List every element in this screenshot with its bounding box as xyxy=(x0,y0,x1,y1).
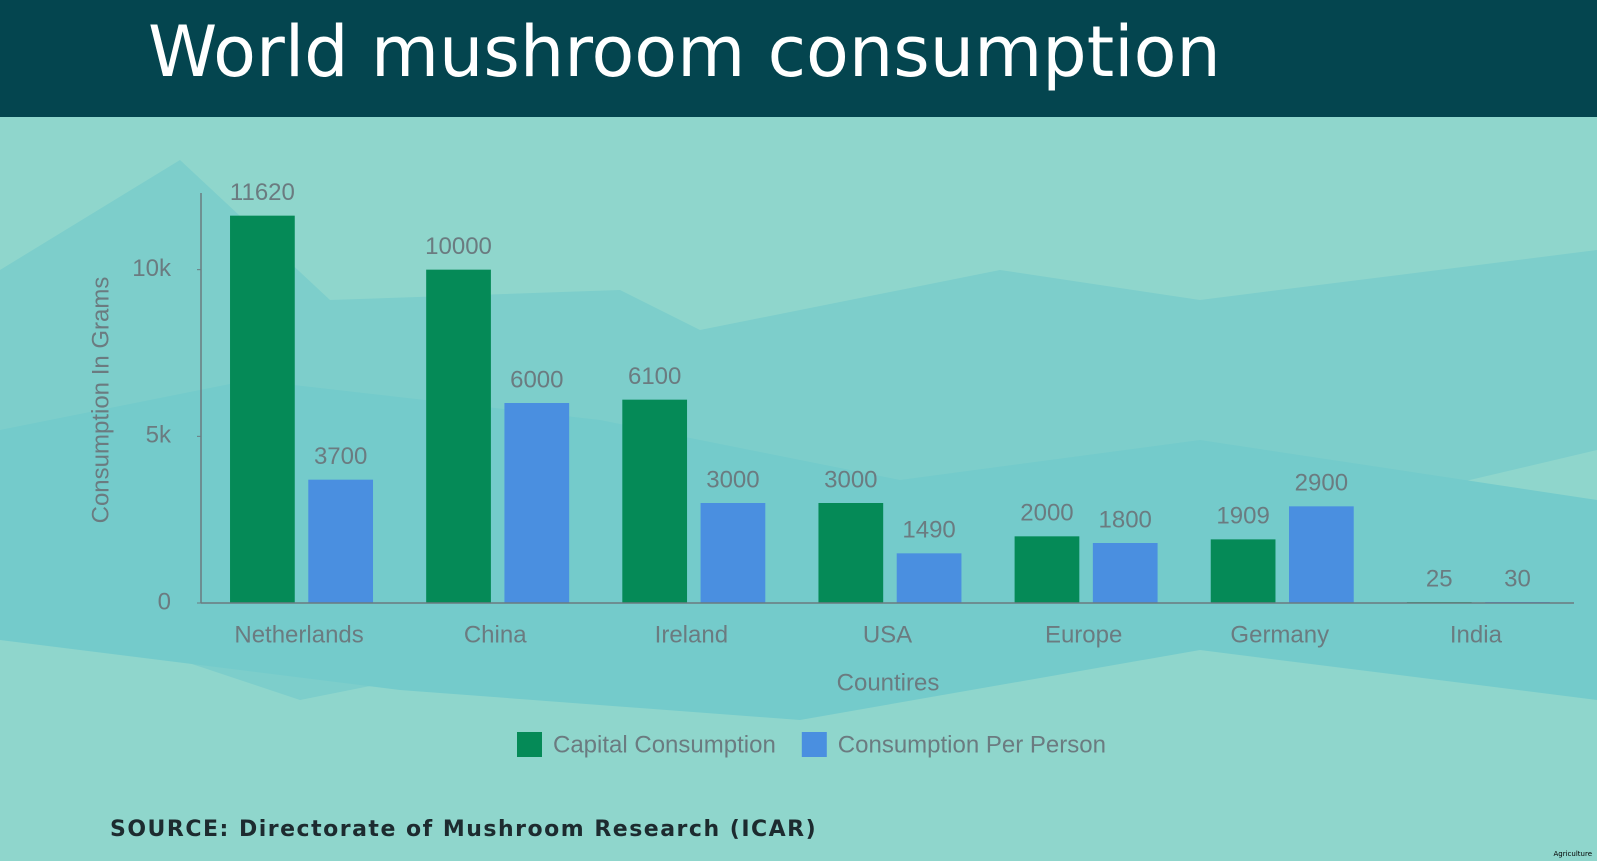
x-tick-label: Germany xyxy=(1230,621,1329,648)
header xyxy=(0,0,1597,117)
y-tick-label: 10k xyxy=(132,255,172,282)
bar xyxy=(818,503,884,603)
bar xyxy=(700,503,766,603)
x-tick-label: Netherlands xyxy=(234,621,363,648)
data-label: 6000 xyxy=(510,366,563,393)
background-shape xyxy=(0,380,1597,720)
bar xyxy=(230,215,295,603)
x-tick-label: USA xyxy=(863,621,912,648)
bar xyxy=(622,399,688,603)
source: SOURCE: Directorate of Mushroom Research… xyxy=(110,817,817,842)
bar xyxy=(1210,539,1276,603)
legend-swatch xyxy=(801,732,827,757)
data-label: 1909 xyxy=(1216,503,1269,530)
legend-label: Capital Consumption xyxy=(553,731,776,758)
bar xyxy=(426,269,491,603)
x-tick-label: India xyxy=(1450,621,1503,648)
bar xyxy=(504,403,570,603)
watermark: Agriculture xyxy=(1554,850,1593,858)
bar xyxy=(1014,536,1080,603)
data-label: 2000 xyxy=(1020,500,1073,527)
y-tick-label: 0 xyxy=(158,588,171,615)
data-label: 10000 xyxy=(425,233,492,260)
data-label: 1490 xyxy=(902,517,955,544)
x-axis-title: Countires xyxy=(837,669,940,696)
data-label: 25 xyxy=(1426,566,1453,593)
y-tick-label: 5k xyxy=(146,422,172,449)
data-label: 2900 xyxy=(1295,470,1348,497)
x-tick-label: Ireland xyxy=(655,621,728,648)
data-label: 30 xyxy=(1504,565,1531,592)
x-tick-label: Europe xyxy=(1045,621,1122,648)
legend-label: Consumption Per Person xyxy=(838,731,1106,758)
data-label: 6100 xyxy=(628,363,681,390)
x-tick-label: China xyxy=(464,621,527,648)
y-axis-title: Consumption In Grams xyxy=(87,277,114,524)
bar xyxy=(896,553,962,603)
data-label: 3700 xyxy=(314,443,367,470)
legend-swatch xyxy=(517,732,542,757)
bar xyxy=(308,479,374,603)
data-label: 11620 xyxy=(230,179,295,206)
data-label: 3000 xyxy=(824,466,877,493)
bar xyxy=(1092,543,1158,603)
data-label: 1800 xyxy=(1099,506,1152,533)
chart-title: World mushroom consumption xyxy=(148,11,1221,93)
bar xyxy=(1289,506,1354,603)
data-label: 3000 xyxy=(706,466,759,493)
